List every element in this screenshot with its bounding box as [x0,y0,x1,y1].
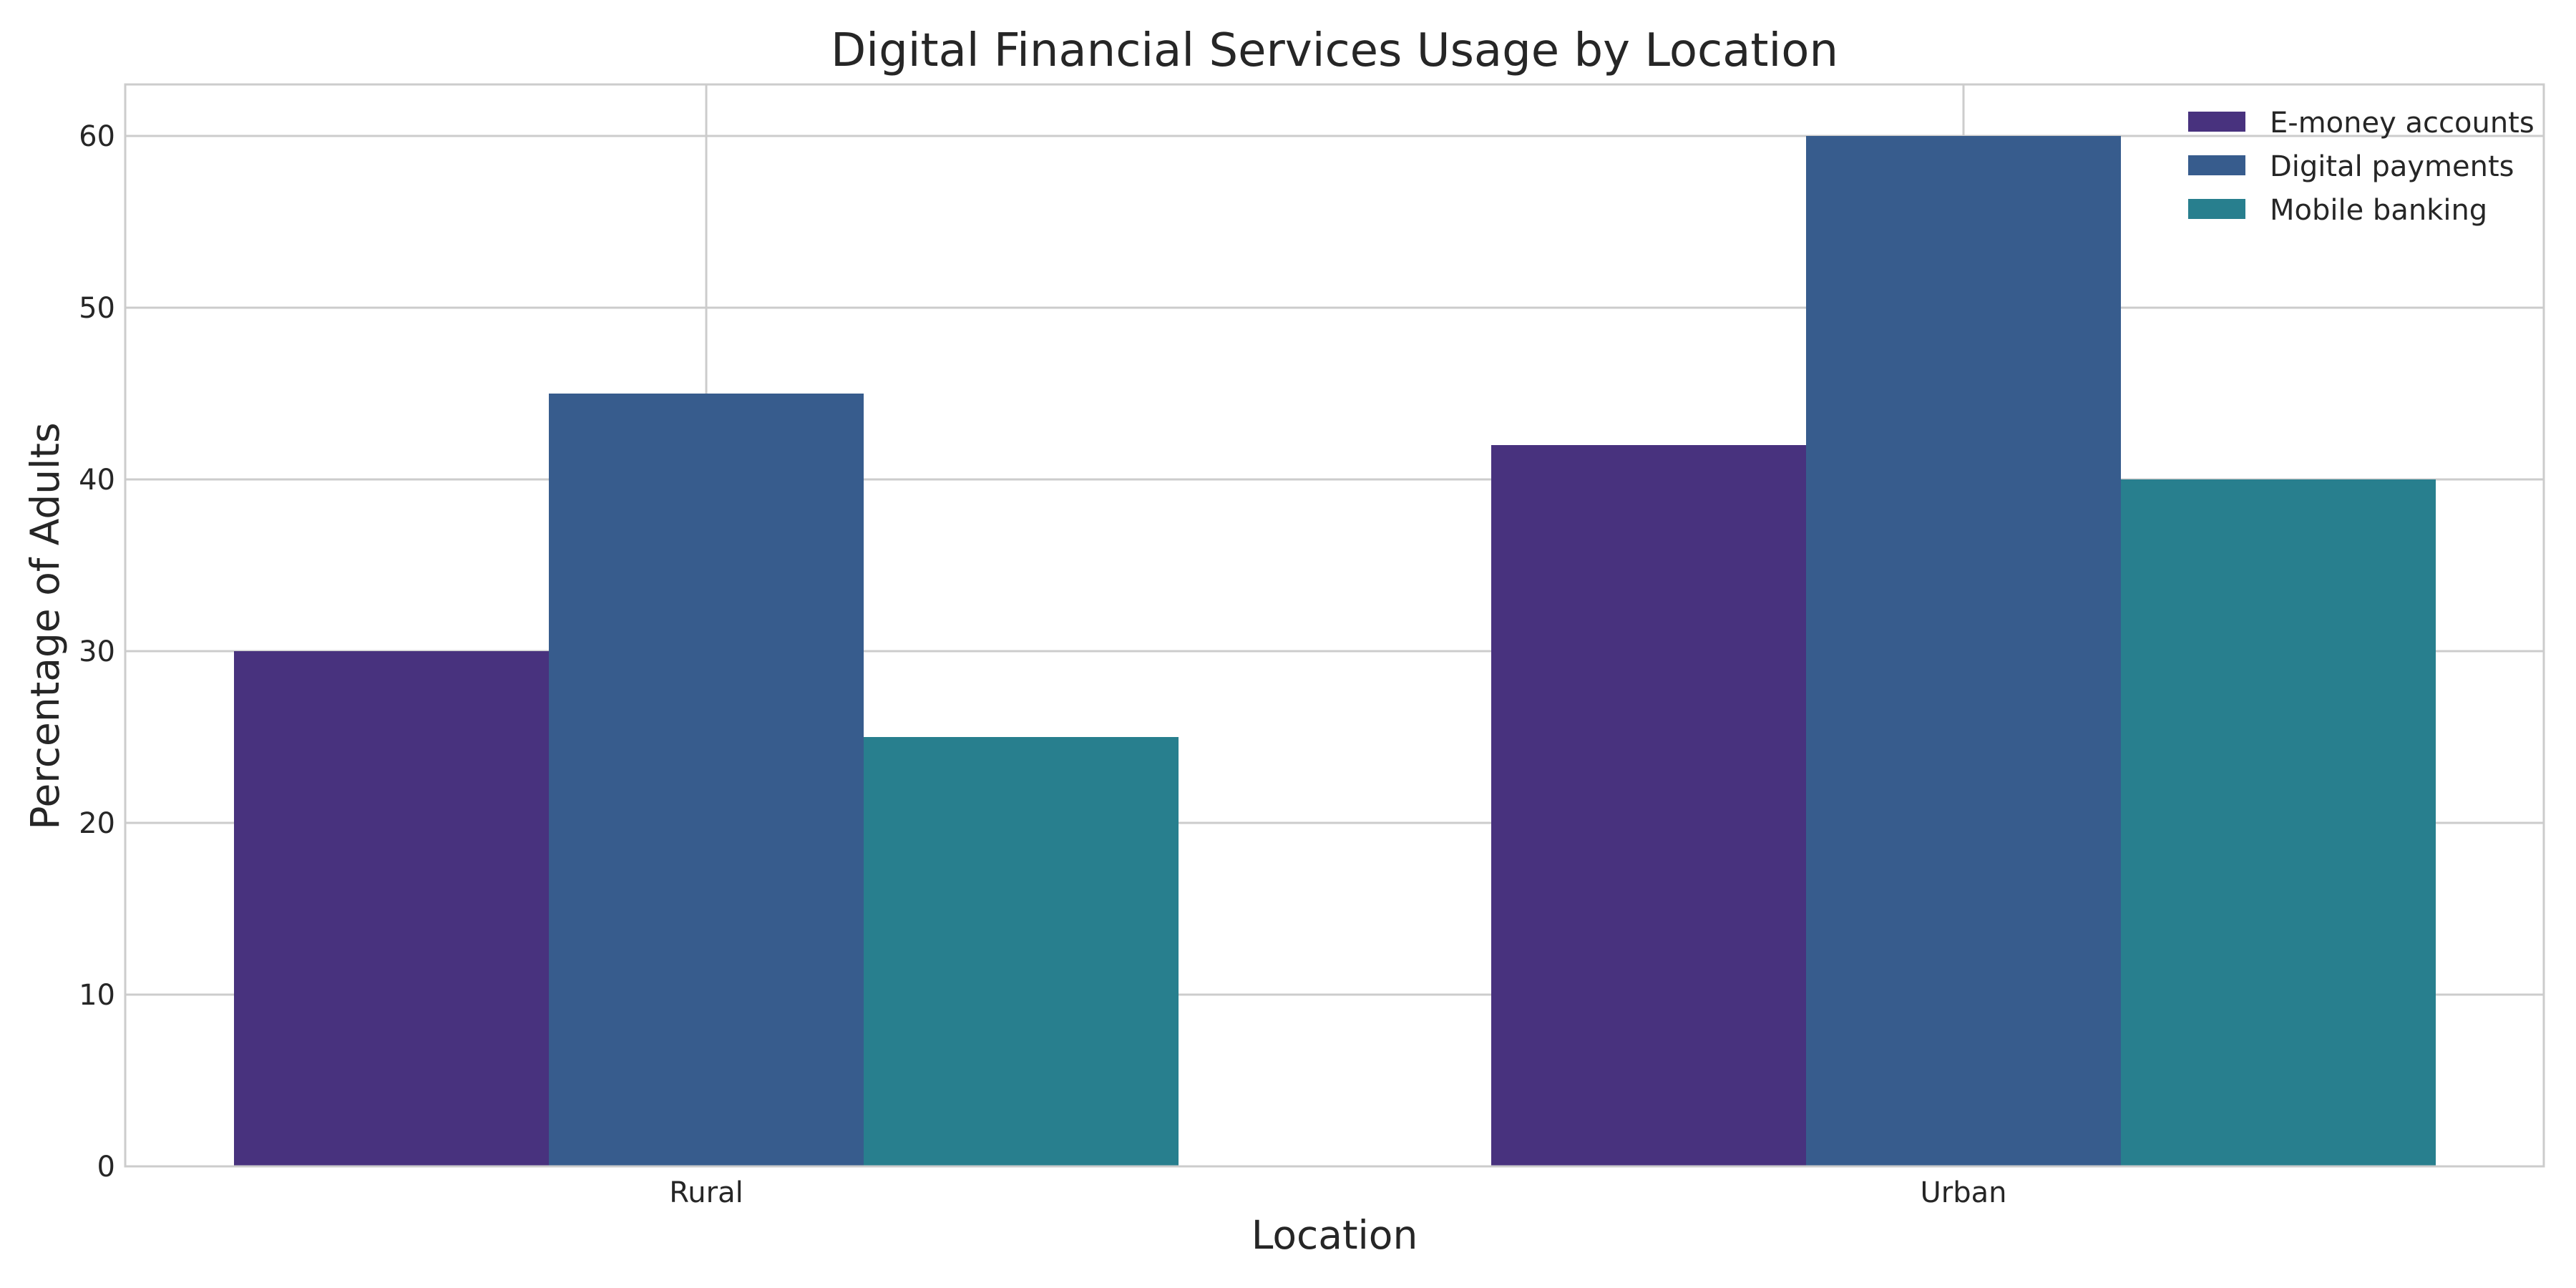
y-axis-ticks: 0 10 20 30 40 50 60 [79,120,115,1184]
bar [1806,136,2121,1166]
bar [2121,479,2436,1166]
x-tick-label: Rural [669,1176,743,1209]
y-tick-label: 20 [79,807,115,840]
legend-swatch [2188,199,2245,219]
bars [234,136,2436,1166]
y-tick-label: 40 [79,464,115,497]
y-tick-label: 60 [79,120,115,153]
legend-swatch [2188,112,2245,132]
legend-label: Digital payments [2270,150,2514,183]
y-tick-label: 30 [79,635,115,668]
bar [1491,445,1806,1166]
y-tick-label: 50 [79,292,115,325]
bar [234,651,549,1166]
bar [549,394,864,1166]
bar [864,737,1179,1166]
legend: E-money accounts Digital payments Mobile b… [2188,107,2534,227]
x-axis-label: Location [1252,1212,1418,1258]
legend-swatch [2188,155,2245,175]
y-axis-label: Percentage of Adults [22,422,68,829]
plot-frame [124,83,2545,1168]
legend-label: E-money accounts [2270,107,2534,140]
legend-label: Mobile banking [2270,194,2487,227]
y-tick-label: 0 [97,1151,115,1184]
y-tick-label: 10 [79,979,115,1012]
x-axis-ticks: Rural Urban [669,1176,2006,1209]
x-tick-label: Urban [1921,1176,2007,1209]
chart-title: Digital Financial Services Usage by Loca… [831,24,1838,77]
